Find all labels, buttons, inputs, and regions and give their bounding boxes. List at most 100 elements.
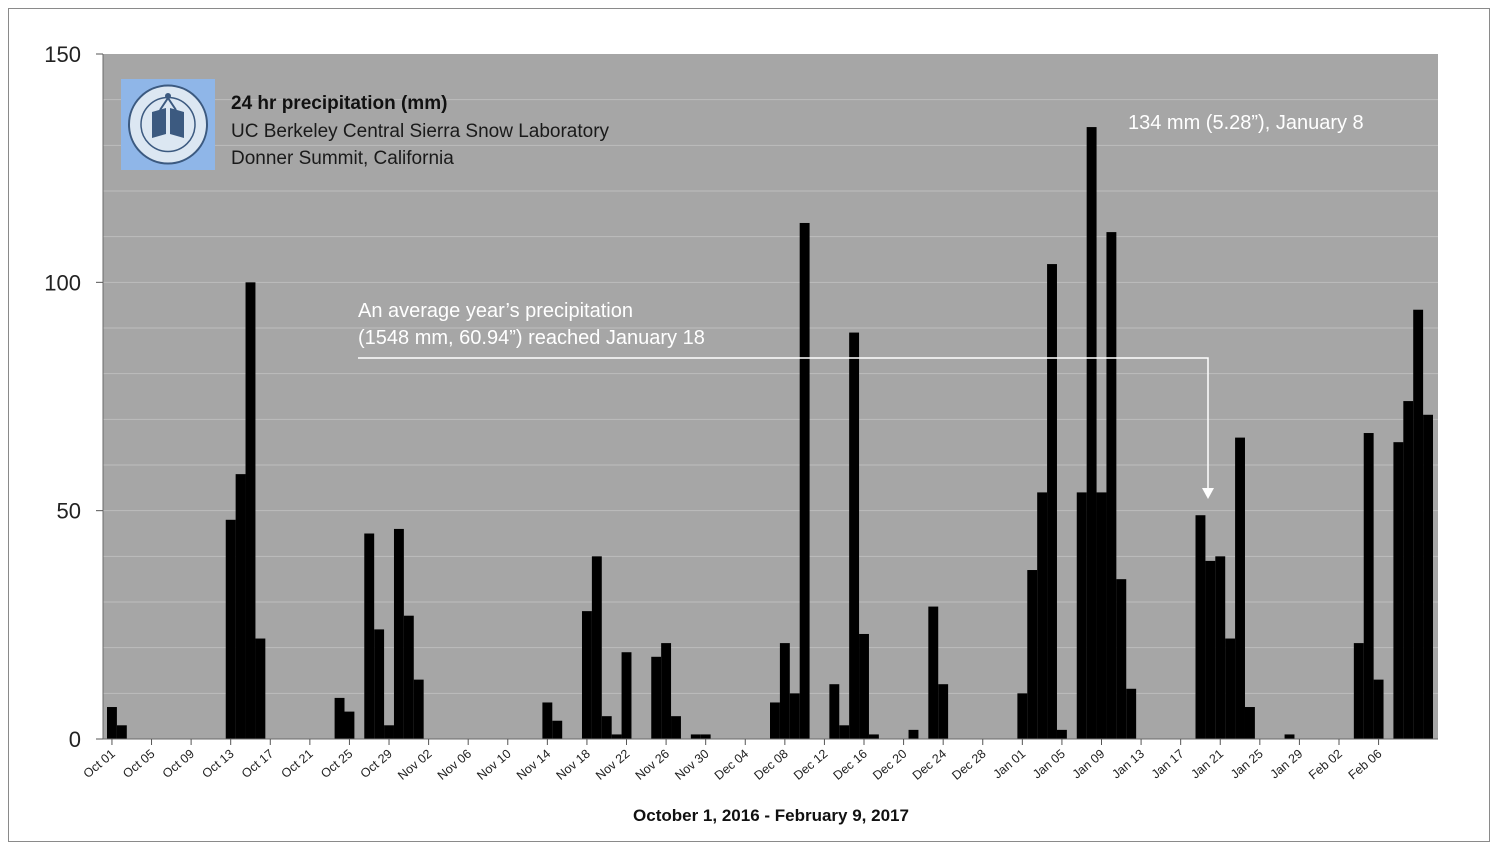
average-annotation-arrowhead xyxy=(1202,488,1214,499)
x-tick-label: Dec 04 xyxy=(712,747,751,783)
axes xyxy=(96,53,1438,745)
x-tick-label: Jan 29 xyxy=(1268,747,1306,782)
x-tick-label: Jan 25 xyxy=(1228,747,1266,782)
bar xyxy=(799,222,810,740)
university-of-california-seal-icon xyxy=(128,84,208,165)
bar xyxy=(1106,232,1117,739)
x-axis-title: October 1, 2016 - February 9, 2017 xyxy=(633,806,909,825)
chart-frame xyxy=(8,8,1490,842)
bar xyxy=(393,528,404,739)
bar xyxy=(1205,560,1216,739)
bar xyxy=(789,693,800,739)
x-tick-label: Oct 05 xyxy=(120,747,157,781)
x-tick-label: Dec 28 xyxy=(949,747,988,783)
chart-subtitle-line-1: UC Berkeley Central Sierra Snow Laborato… xyxy=(231,121,610,142)
bar xyxy=(1373,679,1384,739)
bar xyxy=(1225,638,1236,739)
x-tick-label: Nov 02 xyxy=(395,747,434,783)
bar xyxy=(552,720,563,739)
bar xyxy=(601,716,612,739)
x-tick-label: Jan 17 xyxy=(1149,747,1187,782)
bar xyxy=(928,606,939,739)
x-tick-label: Nov 10 xyxy=(474,747,513,783)
bar xyxy=(1353,643,1364,739)
bar xyxy=(1423,414,1433,739)
bar xyxy=(621,652,632,739)
x-tick-label: Oct 01 xyxy=(81,747,118,781)
bar xyxy=(1116,579,1127,739)
bar xyxy=(1393,442,1404,739)
x-tick-label: Nov 26 xyxy=(633,747,672,783)
y-tick-label: 50 xyxy=(57,499,81,524)
bar xyxy=(542,702,553,739)
bar xyxy=(344,711,355,739)
bar xyxy=(1086,127,1097,739)
x-tick-label: Dec 16 xyxy=(831,747,870,783)
x-tick-label: Oct 09 xyxy=(160,747,197,781)
bar xyxy=(1017,693,1028,739)
bar xyxy=(235,474,246,739)
bar xyxy=(839,725,850,739)
average-annotation-line-2: (1548 mm, 60.94”) reached January 18 xyxy=(358,327,705,349)
bar xyxy=(651,656,662,739)
bar xyxy=(364,533,375,739)
y-tick-labels: 0 50 100 150 xyxy=(44,42,81,752)
bar xyxy=(255,638,266,739)
bar xyxy=(107,707,117,739)
bar xyxy=(116,725,127,739)
x-tick-label: Oct 29 xyxy=(358,747,395,781)
bar xyxy=(374,629,385,739)
bar xyxy=(1403,401,1414,739)
x-tick-label: Dec 12 xyxy=(791,747,830,783)
average-annotation-line-1: An average year’s precipitation xyxy=(358,300,633,322)
bar xyxy=(938,684,949,739)
x-tick-label: Jan 21 xyxy=(1188,747,1226,782)
x-tick-label: Dec 20 xyxy=(870,747,909,783)
bar xyxy=(868,734,879,739)
x-tick-label: Nov 06 xyxy=(435,747,474,783)
x-tick-label: Jan 13 xyxy=(1109,747,1147,782)
bar xyxy=(661,643,672,739)
y-tick-label: 0 xyxy=(69,727,81,752)
bar xyxy=(1284,734,1295,739)
bar xyxy=(413,679,424,739)
x-tick-label: Nov 22 xyxy=(593,747,632,783)
bar xyxy=(1363,433,1374,739)
bar xyxy=(690,734,701,739)
uc-seal-logo xyxy=(121,79,215,170)
bar xyxy=(1215,556,1226,739)
bar xyxy=(908,729,919,739)
chart-title: 24 hr precipitation (mm) xyxy=(231,93,447,114)
bar xyxy=(1096,492,1107,739)
x-tick-label: Jan 05 xyxy=(1030,747,1068,782)
bar xyxy=(581,611,592,739)
bar xyxy=(1037,492,1048,739)
bar xyxy=(225,519,236,739)
chart-subtitle-line-2: Donner Summit, California xyxy=(231,148,454,169)
bar xyxy=(403,615,414,739)
bar xyxy=(591,556,602,739)
bar xyxy=(671,716,681,739)
bar xyxy=(1235,437,1245,739)
x-tick-label: Dec 24 xyxy=(910,747,949,783)
x-tick-label: Jan 09 xyxy=(1070,747,1108,782)
bar xyxy=(384,725,394,739)
x-tick-label: Feb 02 xyxy=(1306,747,1345,783)
x-tick-label: Nov 14 xyxy=(514,747,553,783)
y-tick-label: 150 xyxy=(44,42,81,67)
bars xyxy=(107,127,1433,740)
x-tick-label: Feb 06 xyxy=(1346,747,1385,783)
bar xyxy=(859,633,869,739)
bar xyxy=(1056,729,1067,739)
x-tick-label: Jan 01 xyxy=(991,747,1029,782)
bar xyxy=(770,702,780,739)
bar xyxy=(1027,570,1038,739)
x-tick-label: Oct 25 xyxy=(318,747,355,781)
bar xyxy=(829,684,840,739)
x-tick-label: Nov 30 xyxy=(672,747,711,783)
average-annotation-arrow-line xyxy=(358,357,1209,488)
y-tick-label: 100 xyxy=(44,270,81,295)
x-tick-label: Oct 17 xyxy=(239,747,276,781)
bar xyxy=(245,282,256,739)
